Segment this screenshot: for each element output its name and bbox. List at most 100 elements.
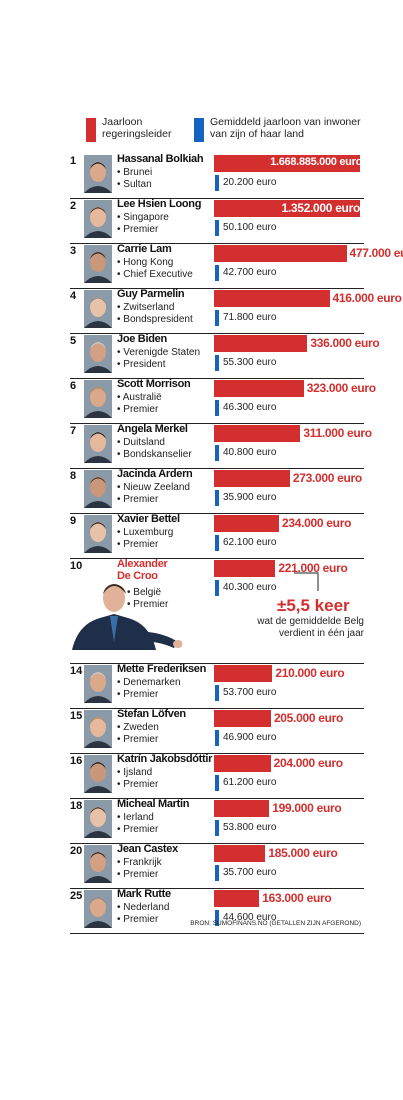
salary-bar <box>214 245 347 262</box>
average-salary-bar <box>215 400 219 416</box>
role-label: • Premier <box>117 869 159 880</box>
leader-name: Xavier Bettel <box>117 513 180 525</box>
country-label: • Ierland <box>117 812 154 823</box>
table-row: 3 Carrie Lam • Hong Kong • Chief Executive 4… <box>70 243 403 289</box>
comparison-factor: ±5,5 keer <box>277 596 350 615</box>
salary-label: 204.000 euro <box>273 756 343 770</box>
rank-label: 7 <box>70 425 77 437</box>
salary-bar <box>214 425 301 442</box>
role-label: • Premier <box>117 494 159 505</box>
average-salary-bar <box>215 685 219 701</box>
portrait-photo <box>84 380 112 418</box>
legend: Jaarloon regeringsleider Gemiddeld jaarl… <box>86 112 376 152</box>
leader-name: Scott Morrison <box>117 378 191 390</box>
table-row: 25 Mark Rutte • Nederland • Premier 163.000 … <box>70 888 364 934</box>
average-salary-bar <box>215 445 219 461</box>
rank-label: 25 <box>70 890 83 902</box>
leader-name: Mette Frederiksen <box>117 663 207 675</box>
salary-bar <box>214 710 271 727</box>
salary-label: 1.668.885.000 euro <box>270 156 362 168</box>
table-row: 7 Angela Merkel • Duitsland • Bondskanselie… <box>70 423 372 469</box>
country-label: • Nederland <box>117 902 170 913</box>
role-label: • Premier <box>117 914 159 925</box>
role-label: • Chief Executive <box>117 269 193 280</box>
country-label: • Ijsland <box>117 767 153 778</box>
salary-label: 273.000 euro <box>292 471 362 485</box>
salary-label: 323.000 euro <box>306 381 376 395</box>
country-label: • Verenigde Staten <box>117 347 201 358</box>
portrait-photo <box>84 515 112 553</box>
average-salary-bar <box>215 175 219 191</box>
salary-label: 163.000 euro <box>262 891 332 905</box>
portrait-photo <box>84 245 112 283</box>
rank-label: 3 <box>70 245 77 257</box>
country-label: • Singapore <box>117 212 169 223</box>
leader-name: Hassanal Bolkiah <box>117 153 204 165</box>
portrait-photo <box>84 665 112 703</box>
average-salary-label: 53.800 euro <box>223 822 277 833</box>
country-label: • Hong Kong <box>117 257 174 268</box>
portrait-photo <box>84 470 112 508</box>
leader-name-line1: Alexander <box>117 558 168 570</box>
country-label: • Zweden <box>117 722 159 733</box>
table-row: 20 Jean Castex • Frankrijk • Premier 185.000… <box>70 843 364 889</box>
average-salary-label: 46.300 euro <box>223 402 277 413</box>
salary-label: 477.000 euro <box>349 246 403 260</box>
table-row: 2 Lee Hsien Loong • Singapore • Premier 1.35… <box>70 198 364 244</box>
portrait-photo <box>84 755 112 793</box>
average-salary-bar <box>215 220 219 236</box>
salary-bar <box>214 800 270 817</box>
callout-bracket <box>292 571 332 598</box>
salary-bar <box>214 290 330 307</box>
average-salary-bar <box>215 865 219 881</box>
table-row: 1 Hassanal Bolkiah • Brunei • Sultan 1.668.8… <box>70 153 364 199</box>
portrait-photo <box>84 155 112 193</box>
rank-label: 4 <box>70 290 77 302</box>
leader-name: Micheal Martin <box>117 798 190 810</box>
salary-bar <box>214 200 360 217</box>
average-salary-label: 53.700 euro <box>223 687 277 698</box>
leader-name: Jean Castex <box>117 843 178 855</box>
average-salary-label: 40.800 euro <box>223 447 277 458</box>
salary-label: 185.000 euro <box>268 846 338 860</box>
salary-label: 416.000 euro <box>332 291 402 305</box>
average-salary-bar <box>215 535 219 551</box>
average-salary-bar <box>215 265 219 281</box>
salary-label: 210.000 euro <box>275 666 345 680</box>
average-salary-bar <box>215 910 219 926</box>
country-label: • Frankrijk <box>117 857 162 868</box>
leader-name: Katrín Jakobsdóttir <box>117 753 213 765</box>
salary-label: 234.000 euro <box>282 516 352 530</box>
country-label: • Zwitserland <box>117 302 175 313</box>
portrait-photo-large <box>70 572 183 650</box>
table-row: 9 Xavier Bettel • Luxemburg • Premier 234.00… <box>70 513 364 559</box>
table-row: 14 Mette Frederiksen • Denemarken • Premier… <box>70 663 364 709</box>
average-salary-bar <box>215 580 219 596</box>
country-label: • Nieuw Zeeland <box>117 482 190 493</box>
average-salary-label: 20.200 euro <box>223 177 277 188</box>
leader-name: Guy Parmelin <box>117 288 185 300</box>
salary-bar <box>214 665 273 682</box>
salary-label: 336.000 euro <box>310 336 380 350</box>
rank-label: 15 <box>70 710 83 722</box>
rank-label: 2 <box>70 200 77 212</box>
leader-name: Joe Biden <box>117 333 167 345</box>
portrait-photo <box>84 200 112 238</box>
table-row: 4 Guy Parmelin • Zwitserland • Bondspreside… <box>70 288 402 334</box>
legend-swatch-citizen <box>194 118 204 142</box>
salary-bar <box>214 470 290 487</box>
country-label: • Duitsland <box>117 437 165 448</box>
rank-label: 18 <box>70 800 83 812</box>
country-label: • België <box>127 587 162 598</box>
salary-bar <box>214 335 308 352</box>
average-salary-label: 46.900 euro <box>223 732 277 743</box>
salary-label: 221.000 euro <box>278 561 348 575</box>
role-label: • Premier <box>117 779 159 790</box>
leader-name: Lee Hsien Loong <box>117 198 202 210</box>
rank-label: 1 <box>70 155 77 167</box>
average-salary-bar <box>215 820 219 836</box>
salary-bar <box>214 890 260 907</box>
salary-bar <box>214 755 271 772</box>
source-note: BRON: SUMOFINANS.NO (GETALLEN ZIJN AFGER… <box>190 920 361 927</box>
salary-label: 311.000 euro <box>303 426 372 440</box>
